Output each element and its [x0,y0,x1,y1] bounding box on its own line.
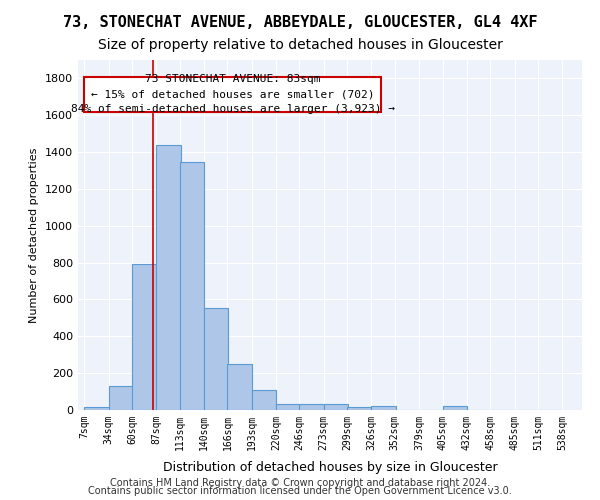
Bar [156,144,181,410]
FancyBboxPatch shape [84,76,382,112]
Bar [276,404,301,410]
Bar [227,364,252,410]
Bar [252,390,276,410]
Bar [299,404,324,410]
Bar [324,404,348,410]
Y-axis label: Number of detached properties: Number of detached properties [29,148,40,322]
Text: 73 STONECHAT AVENUE: 83sqm
← 15% of detached houses are smaller (702)
84% of sem: 73 STONECHAT AVENUE: 83sqm ← 15% of deta… [71,74,395,114]
Bar [371,406,396,410]
Bar [443,406,467,410]
Bar [132,264,156,410]
X-axis label: Distribution of detached houses by size in Gloucester: Distribution of detached houses by size … [163,461,497,474]
Bar [109,386,133,410]
Text: Contains HM Land Registry data © Crown copyright and database right 2024.: Contains HM Land Registry data © Crown c… [110,478,490,488]
Text: 73, STONECHAT AVENUE, ABBEYDALE, GLOUCESTER, GL4 4XF: 73, STONECHAT AVENUE, ABBEYDALE, GLOUCES… [63,15,537,30]
Text: Contains public sector information licensed under the Open Government Licence v3: Contains public sector information licen… [88,486,512,496]
Text: Size of property relative to detached houses in Gloucester: Size of property relative to detached ho… [98,38,502,52]
Bar [347,407,371,410]
Bar [204,308,229,410]
Bar [180,162,204,410]
Bar [84,407,109,410]
